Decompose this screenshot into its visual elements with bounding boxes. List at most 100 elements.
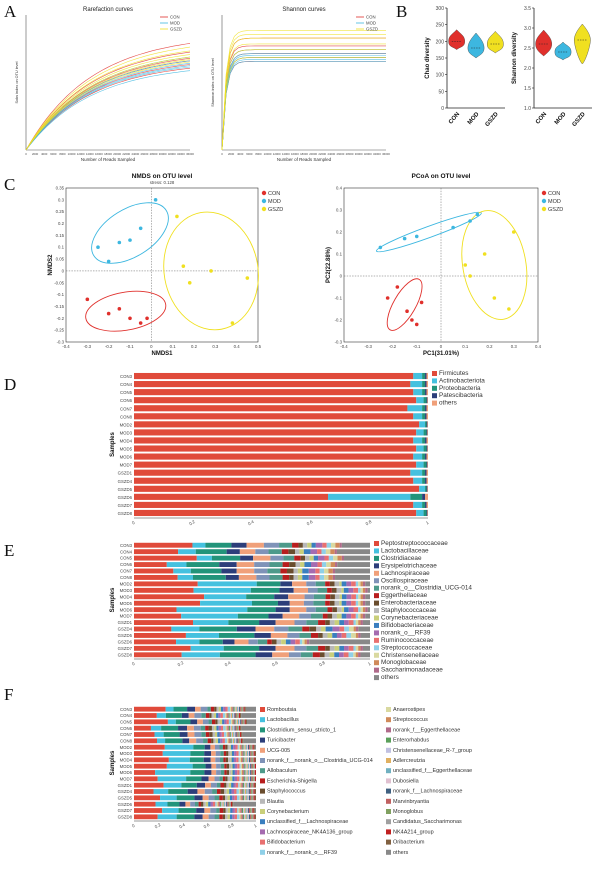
- x-tick-label: 14000: [282, 152, 290, 156]
- legend-swatch: [432, 400, 437, 406]
- bar-segment: [254, 632, 271, 638]
- legend-swatch: [374, 667, 379, 673]
- y-tick-label: 0.3: [58, 197, 65, 202]
- bar-segment: [293, 574, 298, 580]
- sample-label: CON7: [120, 732, 133, 737]
- bar-segment: [177, 574, 193, 580]
- bar-segment: [212, 732, 215, 737]
- bar-segment: [315, 542, 323, 548]
- x-tick-label: 28000: [150, 152, 158, 156]
- bar-segment: [245, 782, 247, 788]
- legend-swatch: [541, 190, 547, 196]
- bar-segment: [228, 620, 260, 626]
- bar-segment: [245, 706, 256, 712]
- bar-segment: [246, 594, 275, 600]
- x-tick-label: 0.1: [462, 344, 469, 349]
- bar-segment: [367, 607, 370, 613]
- bar-segment: [252, 751, 254, 756]
- bar-segment: [339, 626, 345, 632]
- bar-segment: [231, 763, 233, 769]
- bar-segment: [225, 744, 228, 750]
- bar-segment: [167, 801, 180, 807]
- bar-segment: [242, 776, 245, 782]
- bar-segment: [243, 751, 245, 756]
- bar-segment: [175, 719, 191, 725]
- x-tick-label: 26000: [337, 152, 345, 156]
- bar-segment: [242, 706, 244, 712]
- bar-segment: [238, 808, 240, 813]
- point-con: [85, 297, 90, 302]
- legend-swatch: [432, 371, 437, 376]
- point-gszd: [230, 321, 235, 325]
- bar-segment: [134, 453, 414, 460]
- bar-segment: [425, 493, 428, 500]
- bar-segment: [280, 568, 287, 574]
- bar-segment: [426, 509, 428, 517]
- bar-segment: [212, 801, 216, 807]
- x-axis-label: Number of Reads Sampled: [277, 157, 332, 162]
- x-tick-label: -0.1: [126, 344, 134, 349]
- violin-gszd: [574, 23, 591, 65]
- bar-segment: [216, 713, 219, 718]
- curve-con: [25, 58, 191, 151]
- bar-segment: [275, 620, 295, 626]
- point-con: [106, 311, 111, 316]
- bar-segment: [195, 706, 201, 712]
- bar-segment: [245, 763, 247, 769]
- legend-label: norank_f__norank_o__Clostridia_UCG-014: [267, 758, 373, 764]
- x-tick-label: 30000: [355, 152, 363, 156]
- bar-segment: [196, 782, 206, 788]
- bar-segment: [219, 795, 223, 801]
- bar-segment: [309, 555, 314, 561]
- bar-segment: [311, 562, 318, 568]
- bar-segment: [426, 453, 428, 460]
- bar-segment: [228, 713, 230, 718]
- bar-segment: [254, 562, 270, 568]
- bar-segment: [328, 574, 333, 580]
- bar-segment: [293, 587, 309, 593]
- bar-segment: [217, 732, 220, 737]
- x-tick-label: 1: [253, 823, 258, 829]
- bar-segment: [426, 421, 428, 428]
- bar-segment: [297, 574, 303, 580]
- bar-segment: [413, 437, 423, 444]
- y-axis-label: Samples: [110, 750, 116, 775]
- bar-segment: [241, 782, 243, 788]
- curve-gszd: [25, 54, 191, 151]
- bar-segment: [410, 381, 423, 388]
- shannon-violin-chart: 1.0 1.5 2.0 2.5 3.0 3.5 Shannon diversity CON MO…: [512, 6, 592, 128]
- bar-segment: [413, 453, 423, 460]
- bar-segment: [252, 814, 254, 820]
- legend-swatch: [374, 630, 379, 636]
- legend-swatch: [260, 829, 265, 835]
- x-tick-label: -0.2: [105, 344, 113, 349]
- bar-segment: [297, 568, 303, 574]
- y-tick-label: 0.2: [336, 230, 343, 235]
- bar-segment: [253, 751, 255, 756]
- bar-segment: [134, 501, 414, 508]
- bar-segment: [358, 600, 361, 606]
- y-tick-label: 0.1: [58, 245, 65, 250]
- x-tick-label: 0: [25, 152, 27, 156]
- bar-segment: [214, 725, 217, 731]
- bar-segment: [232, 770, 235, 775]
- bar-segment: [327, 587, 332, 593]
- bar-segment: [245, 776, 247, 782]
- bar-segment: [341, 613, 347, 619]
- bar-segment: [236, 719, 238, 725]
- bar-segment: [237, 613, 269, 619]
- legend-swatch: [260, 778, 265, 784]
- bar-segment: [228, 782, 232, 788]
- sample-label: MOD5: [120, 447, 133, 452]
- y-axis-label: Samples: [110, 587, 116, 612]
- bar-segment: [246, 763, 248, 769]
- bar-segment: [176, 814, 195, 820]
- bar-segment: [365, 587, 368, 593]
- bar-segment: [362, 613, 366, 619]
- bar-segment: [254, 808, 256, 813]
- bar-segment: [236, 562, 255, 568]
- bar-segment: [231, 738, 233, 744]
- bar-segment: [233, 782, 236, 788]
- legend-label: Erysipelotrichaceae: [381, 562, 437, 569]
- bar-segment: [237, 725, 240, 731]
